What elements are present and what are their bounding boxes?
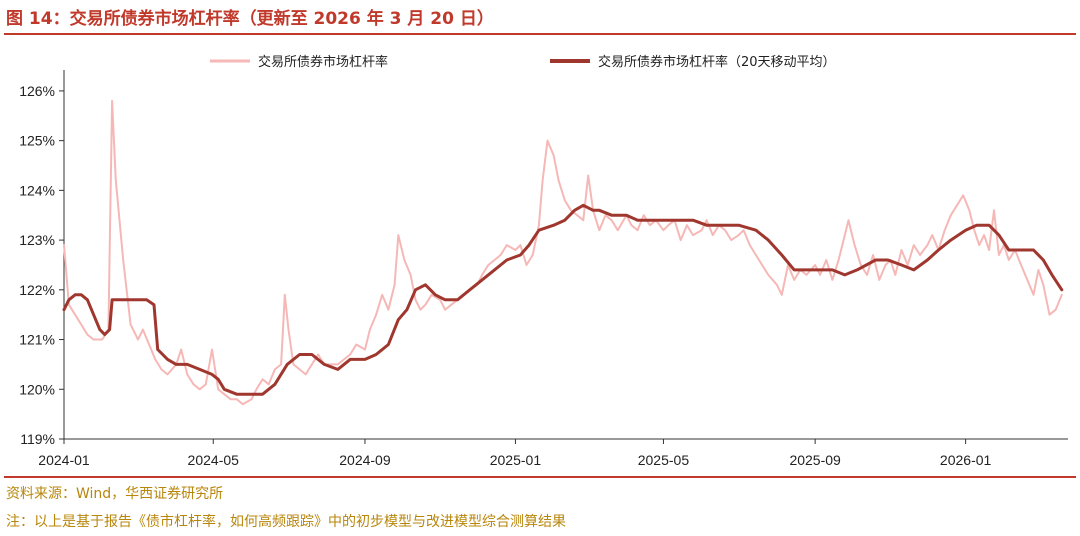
x-tick-label: 2024-01 bbox=[38, 452, 90, 468]
x-tick-label: 2024-09 bbox=[339, 452, 391, 468]
figure-title: 图 14：交易所债券市场杠杆率（更新至 2026 年 3 月 20 日） bbox=[6, 9, 494, 29]
x-tick-label: 2025-01 bbox=[490, 452, 542, 468]
chart-axes bbox=[63, 70, 1068, 440]
series-line-ma20 bbox=[62, 203, 1064, 396]
x-tick-label: 2025-09 bbox=[789, 452, 841, 468]
legend-item-raw: 交易所债券市场杠杆率 bbox=[210, 54, 388, 70]
y-tick-label: 125% bbox=[19, 133, 55, 149]
x-tick-label: 2024-05 bbox=[188, 452, 240, 468]
chart-series bbox=[62, 99, 1064, 406]
footnote: 注：以上是基于报告《债市杠杆率，如何高频跟踪》中的初步模型与改进模型综合测算结果 bbox=[6, 514, 566, 530]
y-tick-label: 120% bbox=[19, 381, 55, 397]
y-tick-label: 123% bbox=[19, 232, 55, 248]
series-line-raw bbox=[63, 99, 1063, 406]
x-tick-label: 2025-05 bbox=[638, 452, 690, 468]
legend-label: 交易所债券市场杠杆率 bbox=[258, 54, 388, 70]
y-tick-label: 122% bbox=[19, 282, 55, 298]
legend-item-ma20: 交易所债券市场杠杆率（20天移动平均） bbox=[550, 54, 836, 70]
source-rule bbox=[4, 476, 1076, 478]
y-tick-label: 126% bbox=[19, 83, 55, 99]
chart-ticks: 119% 120% 121% 122% 123% 124% 125% 126% 2024-01 2… bbox=[19, 83, 991, 468]
chart-legend: 交易所债券市场杠杆率 交易所债券市场杠杆率（20天移动平均） bbox=[210, 54, 836, 70]
y-tick-label: 121% bbox=[19, 332, 55, 348]
leverage-line-chart: 119% 120% 121% 122% 123% 124% 125% 126% 2024-01 2… bbox=[19, 54, 1068, 468]
y-tick-label: 124% bbox=[19, 182, 55, 198]
source-note: 资料来源：Wind，华西证券研究所 bbox=[6, 486, 224, 502]
x-tick-label: 2026-01 bbox=[940, 452, 992, 468]
legend-label: 交易所债券市场杠杆率（20天移动平均） bbox=[598, 54, 836, 70]
title-rule bbox=[4, 33, 1076, 35]
y-tick-label: 119% bbox=[20, 431, 55, 447]
